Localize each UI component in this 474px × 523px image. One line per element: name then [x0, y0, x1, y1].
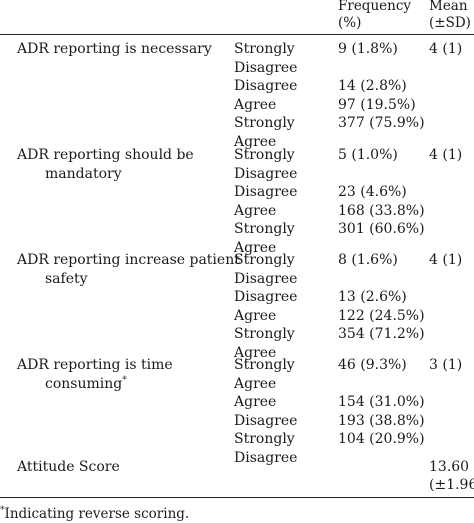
- response-option: Disagree: [234, 412, 298, 429]
- response-option: Strongly: [234, 115, 295, 131]
- response-option: Strongly: [234, 431, 295, 447]
- frequency-header: Frequency: [338, 0, 412, 14]
- response-option: Disagree: [234, 59, 298, 76]
- frequency-value: 301 (60.6%): [338, 221, 425, 237]
- mean-header: Mean: [429, 0, 468, 14]
- mean-value: 4 (1): [429, 252, 463, 268]
- response-option: Strongly: [234, 41, 295, 57]
- footnote: *Indicating reverse scoring.: [0, 505, 190, 522]
- frequency-value: 97 (19.5%): [338, 96, 416, 113]
- response-option: Strongly: [234, 252, 295, 268]
- response-option: Strongly: [234, 221, 295, 237]
- attitude-score-label: Attitude Score: [17, 459, 120, 475]
- mean-value: 4 (1): [429, 41, 463, 57]
- mean-header-unit: (±SD): [429, 15, 471, 31]
- response-option: Agree: [234, 375, 277, 392]
- response-option: Strongly: [234, 147, 295, 163]
- mean-value: 4 (1): [429, 147, 463, 163]
- frequency-value: 23 (4.6%): [338, 184, 407, 200]
- bottom-rule: [0, 497, 474, 498]
- statement-label: ADR reporting is time: [17, 357, 173, 373]
- statement-label: ADR reporting is necessary: [17, 41, 212, 57]
- response-option: Disagree: [234, 270, 298, 287]
- mean-value: 3 (1): [429, 357, 463, 373]
- response-option: Disagree: [234, 289, 298, 305]
- statement-label: consuming*: [45, 374, 127, 392]
- response-option: Strongly: [234, 357, 295, 373]
- frequency-value: 122 (24.5%): [338, 307, 425, 324]
- frequency-value: 46 (9.3%): [338, 357, 407, 373]
- response-option: Agree: [234, 394, 277, 410]
- statement-label: ADR reporting increase patient: [17, 252, 240, 268]
- frequency-value: 377 (75.9%): [338, 115, 425, 131]
- frequency-value: 13 (2.6%): [338, 289, 407, 305]
- frequency-value: 104 (20.9%): [338, 431, 425, 447]
- response-option: Agree: [234, 239, 277, 256]
- response-option: Agree: [234, 202, 277, 219]
- response-option: Disagree: [234, 165, 298, 182]
- response-option: Agree: [234, 307, 277, 324]
- response-option: Agree: [234, 344, 277, 361]
- statement-label: ADR reporting should be: [17, 147, 194, 163]
- frequency-header-unit: (%): [338, 15, 362, 31]
- response-option: Disagree: [234, 449, 298, 466]
- frequency-value: 5 (1.0%): [338, 147, 398, 163]
- frequency-value: 154 (31.0%): [338, 394, 425, 410]
- attitude-score-mean: 13.60: [429, 459, 470, 475]
- statement-label: mandatory: [45, 165, 122, 182]
- statement-label: safety: [45, 270, 88, 287]
- frequency-value: 193 (38.8%): [338, 412, 425, 429]
- frequency-value: 354 (71.2%): [338, 326, 425, 342]
- response-option: Agree: [234, 96, 277, 113]
- header-rule: [0, 34, 474, 35]
- frequency-value: 8 (1.6%): [338, 252, 398, 268]
- attitude-score-sd: (±1.96): [429, 477, 474, 493]
- response-option: Disagree: [234, 78, 298, 94]
- frequency-value: 9 (1.8%): [338, 41, 398, 57]
- frequency-value: 168 (33.8%): [338, 202, 425, 219]
- frequency-value: 14 (2.8%): [338, 78, 407, 94]
- response-option: Strongly: [234, 326, 295, 342]
- response-option: Disagree: [234, 184, 298, 200]
- response-option: Agree: [234, 133, 277, 150]
